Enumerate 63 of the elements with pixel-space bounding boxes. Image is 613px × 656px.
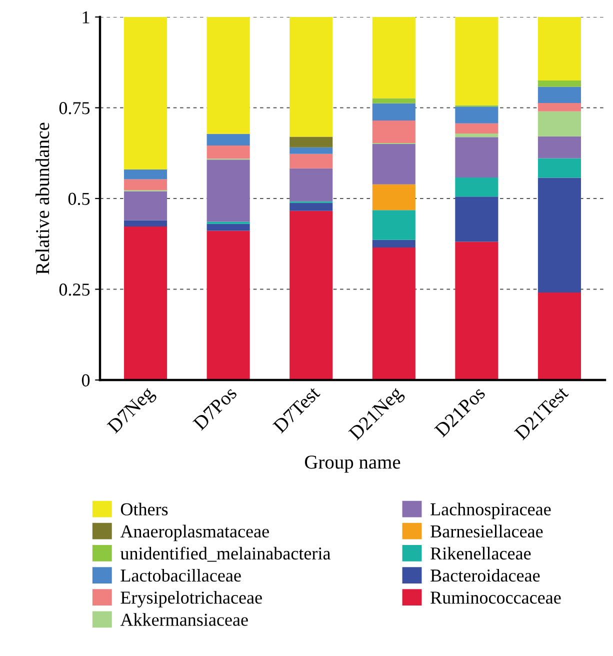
legend-label: Erysipelotrichaceae bbox=[120, 591, 262, 608]
bar bbox=[455, 137, 498, 178]
legend-label: Rikenellaceae bbox=[430, 546, 531, 560]
legend-label: Lachnospiraceae bbox=[430, 502, 551, 520]
bar bbox=[372, 98, 416, 104]
bar bbox=[455, 106, 498, 124]
x-axis-title: Group name bbox=[304, 456, 400, 473]
legend-label: unidentified_melainabacteria bbox=[120, 546, 330, 562]
bar bbox=[290, 136, 333, 148]
legend-label: Bacteroidaceae bbox=[430, 568, 540, 582]
bar bbox=[290, 147, 333, 154]
bar bbox=[455, 17, 498, 106]
bar bbox=[372, 120, 416, 143]
bar bbox=[538, 111, 581, 136]
y-tick-label: 0.25 bbox=[59, 284, 90, 296]
bar bbox=[372, 144, 416, 184]
bar bbox=[372, 103, 416, 120]
bar bbox=[538, 158, 581, 178]
bar bbox=[538, 86, 581, 104]
bar bbox=[206, 224, 250, 231]
y-tick-label: 0.5 bbox=[68, 192, 90, 206]
legend-label: Lactobacillaceae bbox=[120, 568, 241, 582]
bar bbox=[290, 17, 333, 137]
bar bbox=[290, 202, 333, 211]
bar bbox=[124, 179, 168, 190]
y-tick-label: 1 bbox=[82, 11, 90, 24]
bar bbox=[290, 154, 333, 168]
y-axis-title: Relative abundance bbox=[35, 122, 50, 274]
legend-label: Akkermansiaceae bbox=[120, 613, 248, 626]
bar bbox=[124, 191, 168, 220]
bar bbox=[206, 17, 250, 134]
bar bbox=[455, 123, 498, 134]
bar bbox=[538, 80, 581, 87]
bar bbox=[124, 17, 168, 170]
bar bbox=[372, 210, 416, 240]
bar bbox=[290, 210, 333, 380]
y-tick-label: 0.75 bbox=[59, 102, 90, 114]
bar bbox=[455, 196, 498, 242]
bar bbox=[206, 146, 250, 159]
bar bbox=[206, 230, 250, 380]
bar bbox=[372, 184, 416, 210]
bar bbox=[372, 17, 416, 98]
bar bbox=[124, 169, 168, 180]
bar bbox=[538, 136, 581, 158]
legend-label: Anaeroplasmataceae bbox=[120, 524, 269, 542]
legend-label: Others bbox=[120, 502, 168, 516]
bar bbox=[455, 134, 498, 138]
bar bbox=[372, 240, 416, 248]
legend-label: Ruminococcaceae bbox=[430, 592, 561, 604]
bar bbox=[455, 177, 498, 197]
bar bbox=[538, 103, 581, 112]
legend-label: Barnesiellaceae bbox=[430, 524, 543, 538]
bar bbox=[455, 242, 498, 380]
bar bbox=[538, 17, 581, 81]
bar bbox=[124, 220, 168, 226]
y-tick-label: 0 bbox=[82, 374, 90, 386]
bar bbox=[538, 292, 581, 380]
bar bbox=[206, 134, 250, 146]
bar bbox=[206, 160, 250, 222]
bar bbox=[124, 226, 168, 380]
bar bbox=[372, 248, 416, 380]
bar bbox=[538, 178, 581, 293]
bar bbox=[290, 168, 333, 202]
